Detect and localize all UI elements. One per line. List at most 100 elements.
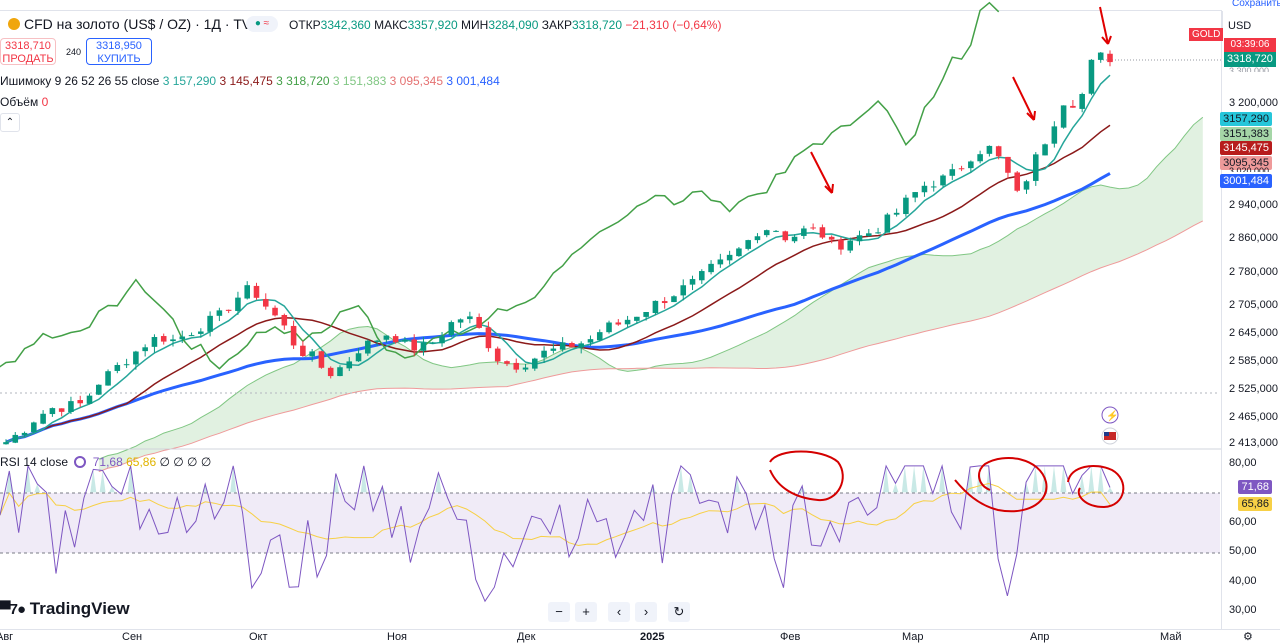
candle [151,334,158,353]
candle-body [448,322,455,336]
tv-logo-icon: ▀7● [0,601,26,618]
currency-selector[interactable]: USD [1228,20,1252,32]
candle [893,208,900,217]
axis-tick: 2 525,000 [1229,383,1278,395]
candle [699,269,705,284]
wave-icon: ≈ [263,18,270,29]
candle [114,362,121,374]
candle-body [309,351,315,357]
candle [968,160,974,173]
candle [485,321,492,352]
candle-body [578,343,584,348]
candle [559,337,566,352]
candle [77,395,84,408]
candle-body [782,231,789,241]
sell-button[interactable]: 3318,710 ПРОДАТЬ [0,38,56,65]
candle [596,329,603,342]
buy-price: 3318,950 [96,40,142,52]
candle-body [940,175,946,186]
rsi-legend[interactable]: RSI 14 close 71,68 65,86 ∅ ∅ ∅ ∅ [0,455,211,469]
save-link[interactable]: Сохранить [1232,0,1280,9]
sell-label: ПРОДАТЬ [2,53,54,65]
candle [290,320,297,349]
candle [810,223,816,230]
candle [736,247,742,257]
candle-body [866,233,872,237]
lightning-event-icon[interactable] [1101,406,1119,424]
candle [95,384,102,396]
candle-body [596,332,603,341]
candle [995,145,1002,160]
buy-button[interactable]: 3318,950 КУПИТЬ [86,38,152,65]
buy-label: КУПИТЬ [97,53,141,65]
lead1-pill: 3151,383 [1220,127,1272,141]
candle [541,346,547,364]
candle [337,365,343,377]
candle [429,341,436,345]
candle [105,369,111,386]
baseline-pill: 3001,484 [1220,174,1272,188]
candle-body [810,227,816,229]
annotation-arrows [810,6,1112,194]
zoom-in-button[interactable]: + [575,602,597,622]
last-price-label: 3318,720 [1224,52,1276,67]
zoom-out-button[interactable]: − [548,602,570,622]
candle [467,311,473,324]
ichimoku-name: Ишимоку 9 26 52 26 55 close [0,74,160,88]
candle [327,366,334,379]
circle-3 [1067,465,1125,509]
candle [884,212,891,233]
time-tick: Мар [902,631,924,643]
time-axis[interactable] [0,629,1280,642]
tradingview-logo[interactable]: ▀7● TradingView [0,599,130,619]
candle [1088,59,1095,96]
scroll-left-button[interactable]: ‹ [608,602,630,622]
candle-body [429,342,436,344]
candle [652,300,659,315]
candle-body [123,364,130,366]
time-tick: Дек [517,631,536,643]
candle-body [374,340,380,342]
market-status-badge[interactable]: ● ≈ [246,16,278,32]
candle [170,334,176,347]
candle [930,180,937,192]
candle-body [290,325,297,346]
candle-body [494,348,501,362]
candle [68,396,74,414]
scroll-right-button[interactable]: › [635,602,657,622]
candle [866,228,872,237]
candle-body [21,432,28,436]
arrow-3 [1099,6,1109,45]
candle [921,181,928,197]
candle-body [365,340,371,354]
candle [522,363,529,372]
candle-body [652,300,659,314]
candle [86,393,93,405]
candle [355,347,362,362]
candle [606,320,612,334]
candle [615,319,622,326]
candle [49,407,56,417]
candle-body [476,316,482,328]
time-tick: Фев [780,631,801,643]
candle-body [949,169,956,176]
candle-body [383,335,390,340]
reset-chart-button[interactable]: ↻ [668,602,690,622]
candle-body [3,442,9,445]
collapse-legend-chevron-up-icon[interactable]: ⌃ [0,113,20,132]
symbol-title[interactable]: CFD на золото (US$ / OZ) · 1Д · TVC [8,16,261,32]
candle-body [884,214,891,233]
candle-body [1088,59,1095,94]
volume-legend[interactable]: Объём 0 [0,95,48,109]
candle [225,309,232,314]
candle-body [828,236,835,240]
circle-2 [954,457,1048,513]
rsi-extra: ∅ ∅ ∅ ∅ [159,455,212,469]
arrow-2 [1012,76,1035,121]
candle-body [12,434,19,443]
axis-tick: 2 780,000 [1229,266,1278,278]
settings-gear-icon[interactable]: ⚙ [1243,631,1253,643]
candle-body [569,343,575,348]
ichimoku-legend[interactable]: Ишимоку 9 26 52 26 55 close 3 157,290 3 … [0,74,500,88]
price-chart[interactable]: ⚡ [0,0,1222,641]
